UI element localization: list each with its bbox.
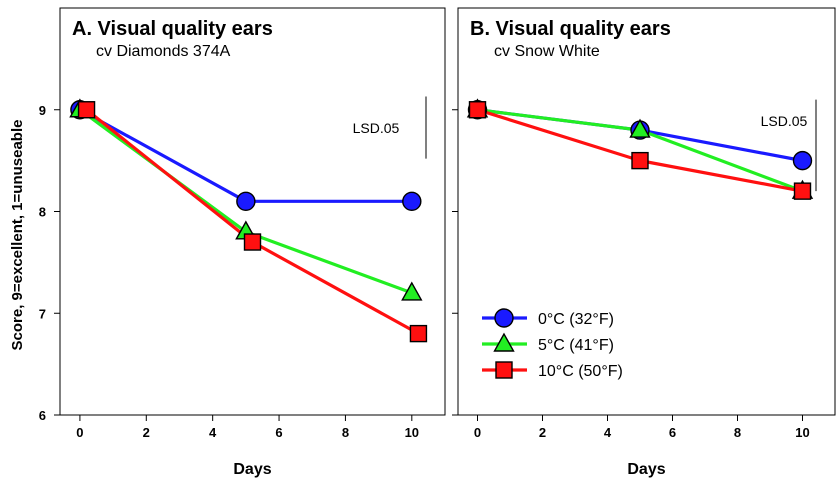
panel-a-series-2-point	[409, 324, 428, 343]
panel-a-frame	[59, 7, 446, 416]
panel-a-series-1-point	[401, 281, 423, 301]
legend-marker-1	[493, 332, 515, 352]
panel-b-series-2-point	[631, 151, 649, 170]
panel-b-x-tick-label: 6	[669, 425, 676, 440]
legend-marker-2	[495, 361, 513, 379]
panel-b: 0 2 4 6 8 10 Days B. Visual quality ears cv Snow…	[452, 7, 836, 478]
panel-a-x-tick-label: 10	[405, 425, 419, 440]
panel-b-series-1-point	[629, 118, 651, 138]
shared-y-axis-label: Score, 9=excellent, 1=unuseable	[9, 120, 26, 351]
panel-a-x-tick-label: 4	[209, 425, 217, 440]
panel-a-series-0-point	[236, 191, 256, 212]
panel-b-subtitle: cv Snow White	[494, 43, 600, 60]
panel-a-series-2-point	[77, 101, 96, 119]
legend-marker-0	[494, 308, 514, 328]
panel-b-series-2-point	[468, 101, 487, 119]
panel-b-x-tick-label: 4	[604, 425, 612, 440]
panel-a-y-tick-label: 6	[39, 408, 46, 423]
panel-a-x-tick-label: 8	[342, 425, 349, 440]
legend: 0°C (32°F) 5°C (41°F) 10°C (50°F)	[482, 308, 623, 380]
panel-a: 0 2 4 6 8 10 Days 6 7 8 9 A. Visual quality ears cv …	[39, 7, 446, 478]
panel-a-subtitle: cv Diamonds 374A	[96, 43, 231, 60]
panel-a-x-tick-label: 6	[275, 425, 282, 440]
panel-a-series-0-point	[402, 191, 422, 212]
panel-b-x-tick-label: 2	[539, 425, 546, 440]
legend-label-1: 5°C (41°F)	[538, 337, 614, 354]
panel-a-series-line-2	[85, 108, 420, 336]
panel-b-series-0-point	[792, 150, 813, 171]
panel-a-x-tick-label: 0	[76, 425, 83, 440]
panel-a-y-tick-label: 8	[39, 205, 46, 220]
panel-b-x-tick-label: 0	[474, 425, 481, 440]
panel-b-series-2-point	[793, 182, 812, 200]
panel-b-x-axis-label: Days	[627, 461, 665, 478]
panel-a-x-tick-label: 2	[143, 425, 150, 440]
panel-b-lsd-label: LSD.05	[761, 113, 808, 129]
panel-a-y-tick-label: 9	[39, 103, 46, 118]
panel-b-title: B. Visual quality ears	[470, 18, 671, 40]
panel-a-title: A. Visual quality ears	[72, 18, 273, 40]
panel-a-x-axis-label: Days	[233, 461, 271, 478]
legend-label-2: 10°C (50°F)	[538, 363, 623, 380]
panel-a-y-tick-label: 7	[39, 306, 46, 321]
panel-b-x-tick-label: 10	[795, 425, 809, 440]
legend-label-0: 0°C (32°F)	[538, 311, 614, 328]
panel-a-series-2-point	[243, 233, 262, 251]
panel-b-x-tick-label: 8	[734, 425, 741, 440]
panel-b-frame	[457, 7, 836, 416]
panel-a-lsd-label: LSD.05	[353, 120, 400, 136]
